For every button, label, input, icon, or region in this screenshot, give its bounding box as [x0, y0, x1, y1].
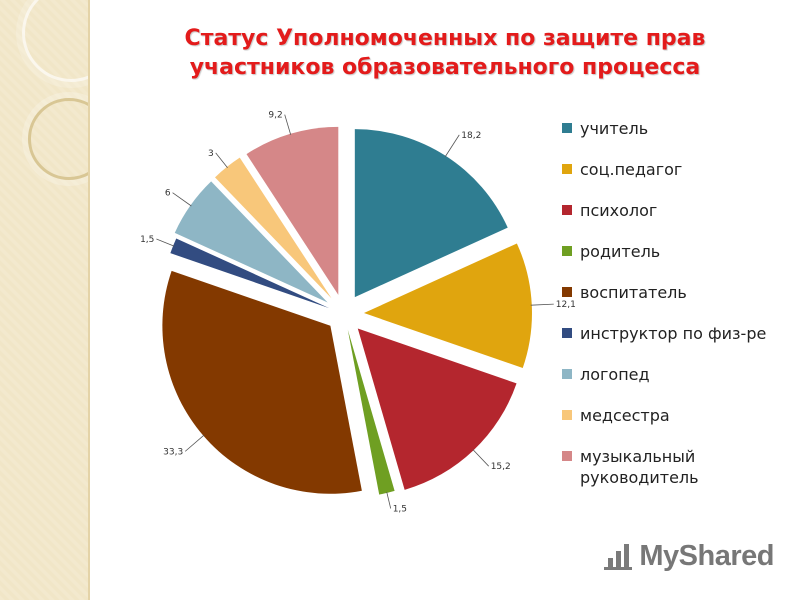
chart-icon [604, 542, 632, 570]
legend-item-2: соц.педагог [562, 159, 782, 180]
legend-label: музыкальный руководитель [580, 447, 699, 487]
legend-swatch [562, 369, 572, 379]
pie-slice-3 [357, 328, 517, 490]
label-leader-8 [215, 152, 228, 168]
legend-swatch [562, 287, 572, 297]
pie-slice-7 [174, 181, 328, 303]
watermark: MyShared [604, 536, 774, 576]
legend-swatch [562, 123, 572, 133]
data-label-9: 9,2 [268, 111, 282, 121]
chart-title: Статус Уполномоченных по защите прав уча… [184, 26, 706, 80]
decorative-ring [28, 98, 88, 180]
legend-label: учитель [580, 119, 649, 138]
pie-slice-2 [363, 243, 532, 368]
legend-label: воспитатель [580, 283, 687, 302]
legend-label: родитель [580, 242, 661, 261]
data-label-5: 33,3 [163, 447, 183, 457]
label-leader-6 [156, 238, 175, 247]
label-leader-7 [172, 192, 192, 207]
watermark-text: MyShared [639, 539, 774, 572]
legend-label: соц.педагог [580, 160, 683, 179]
legend-swatch [562, 246, 572, 256]
legend-swatch [562, 451, 572, 461]
label-leader-3 [472, 449, 490, 467]
pie-slice-8 [215, 157, 332, 299]
legend-item-5: воспитатель [562, 282, 782, 303]
legend-item-8: медсестра [562, 405, 782, 426]
data-label-4: 1,5 [393, 504, 407, 514]
legend-item-9: музыкальный руководитель [562, 446, 782, 488]
legend-label: психолог [580, 201, 658, 220]
legend-item-6: инструктор по физ-ре [562, 323, 782, 344]
legend-swatch [562, 164, 572, 174]
label-leader-4 [386, 491, 392, 509]
legend-item-7: логопед [562, 364, 782, 385]
data-label-1: 18,2 [461, 131, 481, 141]
legend-item-3: психолог [562, 200, 782, 221]
pie-slice-1 [354, 129, 508, 298]
pie-slice-4 [347, 329, 395, 495]
label-leader-2 [530, 303, 554, 306]
data-label-8: 3 [208, 149, 214, 159]
label-leader-5 [184, 434, 205, 452]
data-label-2: 12,1 [556, 300, 576, 310]
legend-label: инструктор по физ-ре [580, 324, 767, 343]
data-label-7: 6 [165, 189, 171, 199]
legend-label: медсестра [580, 406, 670, 425]
legend-item-1: учитель [562, 118, 782, 139]
legend-swatch [562, 410, 572, 420]
pie-slice-9 [246, 126, 339, 295]
legend-label: логопед [580, 365, 650, 384]
data-label-6: 1,5 [140, 235, 154, 245]
legend-item-4: родитель [562, 241, 782, 262]
legend-swatch [562, 205, 572, 215]
pie-slice-5 [162, 270, 362, 494]
label-leader-9 [284, 114, 292, 135]
data-label-3: 15,2 [491, 462, 511, 472]
legend-swatch [562, 328, 572, 338]
left-decorative-band [0, 0, 90, 600]
pie-slice-6 [170, 238, 330, 309]
label-leader-1 [444, 134, 460, 157]
